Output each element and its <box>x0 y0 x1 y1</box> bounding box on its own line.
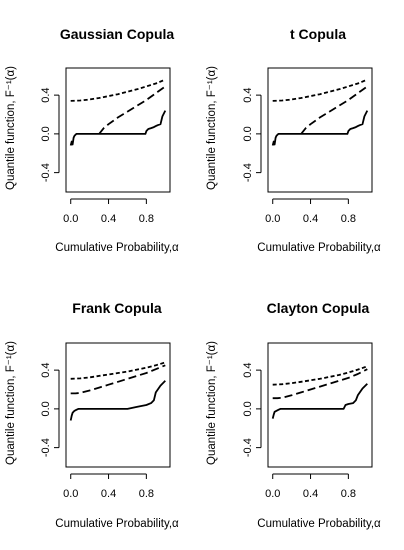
y-axis-label: Quantile function, F⁻¹(α) <box>5 341 17 465</box>
x-tick-label: 0.4 <box>101 488 116 500</box>
x-tick-label: 0.8 <box>341 488 356 500</box>
x-axis-label: Cumulative Probability,α <box>257 242 381 254</box>
chart-panel: t Copula 0.0 0.4 0.8 -0.4 0.0 0.4 Cumulative Pr… <box>206 26 381 254</box>
x-axis-label: Cumulative Probability,α <box>55 242 179 254</box>
y-tick-label: 0.0 <box>242 126 254 141</box>
x-tick-label: 0.8 <box>139 213 154 225</box>
x-tick-label: 0.0 <box>265 213 280 225</box>
y-axis-label: Quantile function, F⁻¹(α) <box>5 66 17 190</box>
y-axis-label: Quantile function, F⁻¹(α) <box>206 341 218 465</box>
series-line-solid <box>69 380 166 421</box>
series-line-dashed <box>300 85 368 135</box>
x-axis-label: Cumulative Probability,α <box>257 518 381 530</box>
plot-frame <box>267 67 373 193</box>
y-tick-label: 0.4 <box>242 362 254 377</box>
chart-title: Frank Copula <box>72 300 162 316</box>
x-axis-label: Cumulative Probability,α <box>55 518 179 530</box>
series-line-solid <box>69 110 167 146</box>
series-line-dotted <box>272 365 368 386</box>
y-tick-label: 0.0 <box>242 401 254 416</box>
plot-frame <box>65 67 171 193</box>
x-tick-label: 0.4 <box>101 213 116 225</box>
y-tick-label: 0.0 <box>40 401 52 416</box>
y-tick-label: 0.4 <box>40 87 52 102</box>
series-line-dashed <box>272 368 368 400</box>
x-tick-label: 0.4 <box>303 488 318 500</box>
chart-panel: Clayton Copula 0.0 0.4 0.8 -0.4 0.0 0.4 Cumulat… <box>206 300 381 530</box>
series-line-dashed <box>70 364 166 395</box>
chart-title: Gaussian Copula <box>60 26 175 42</box>
series-line-dotted <box>70 361 166 380</box>
x-tick-label: 0.8 <box>341 213 356 225</box>
chart-panel: Gaussian Copula 0.0 0.4 0.8 -0.4 0.0 0.4 Cumula… <box>5 26 179 254</box>
y-tick-label: -0.4 <box>40 163 52 182</box>
plot-frame <box>267 342 373 468</box>
series-line-solid <box>271 383 368 419</box>
series-line-dotted <box>70 78 166 102</box>
x-tick-label: 0.0 <box>63 213 78 225</box>
series-line-dotted <box>272 78 368 102</box>
y-tick-label: -0.4 <box>242 163 254 182</box>
y-tick-label: 0.4 <box>40 362 52 377</box>
x-tick-label: 0.4 <box>303 213 318 225</box>
series-line-dashed <box>98 85 166 135</box>
y-tick-label: 0.0 <box>40 126 52 141</box>
y-tick-label: -0.4 <box>242 438 254 457</box>
x-tick-label: 0.0 <box>265 488 280 500</box>
chart-title: t Copula <box>290 26 346 42</box>
series-line-solid <box>271 110 369 146</box>
chart-panel: Frank Copula 0.0 0.4 0.8 -0.4 0.0 0.4 Cumulativ… <box>5 300 179 530</box>
plot-frame <box>65 342 171 468</box>
y-tick-label: 0.4 <box>242 87 254 102</box>
x-tick-label: 0.8 <box>139 488 154 500</box>
y-tick-label: -0.4 <box>40 438 52 457</box>
x-tick-label: 0.0 <box>63 488 78 500</box>
chart-title: Clayton Copula <box>267 300 370 316</box>
y-axis-label: Quantile function, F⁻¹(α) <box>206 66 218 190</box>
